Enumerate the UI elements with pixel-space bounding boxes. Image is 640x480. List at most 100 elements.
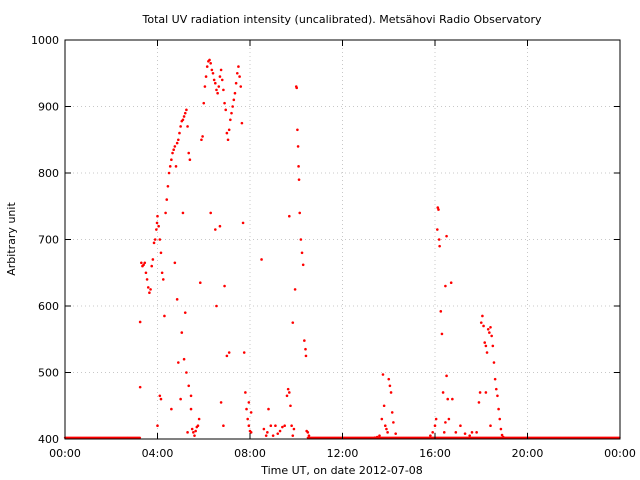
data-point: [500, 433, 504, 437]
plot-frame: [64, 39, 621, 440]
data-point: [198, 281, 202, 285]
y-tick-label: 400: [38, 433, 59, 446]
data-point: [303, 339, 306, 342]
data-point: [245, 407, 248, 411]
data-point: [463, 432, 467, 435]
data-point: [185, 108, 188, 112]
data-point: [145, 278, 149, 281]
data-point: [286, 387, 290, 391]
data-point: [214, 228, 217, 231]
data-point: [307, 434, 311, 437]
data-point: [478, 391, 482, 394]
data-point: [173, 261, 177, 265]
data-point: [433, 424, 437, 428]
data-point: [194, 429, 197, 433]
data-point: [187, 151, 191, 155]
data-point: [155, 221, 159, 225]
data-point: [246, 417, 249, 421]
data-point: [226, 138, 230, 142]
data-point: [219, 401, 223, 404]
data-point: [447, 417, 451, 421]
x-tick-label: 00:00: [604, 447, 636, 460]
data-point: [218, 224, 222, 228]
y-tick-label: 1000: [31, 34, 59, 47]
data-point: [171, 151, 174, 155]
data-point: [438, 244, 441, 248]
data-point: [177, 361, 180, 364]
data-point: [238, 75, 241, 78]
data-point: [164, 211, 167, 215]
data-point: [197, 417, 201, 421]
data-point: [499, 427, 503, 431]
data-point: [297, 178, 301, 181]
data-point: [269, 424, 273, 428]
data-point: [301, 263, 305, 267]
data-point: [249, 411, 253, 414]
data-point: [266, 431, 269, 434]
data-point: [483, 341, 487, 344]
data-point: [165, 198, 169, 201]
data-point: [166, 185, 170, 188]
data-point: [175, 141, 179, 145]
x-tick-label: 08:00: [234, 447, 266, 460]
data-point: [186, 431, 189, 434]
data-point: [180, 331, 184, 334]
data-point: [429, 434, 432, 437]
data-point: [222, 424, 225, 428]
data-point: [271, 434, 275, 437]
data-point: [300, 251, 304, 255]
data-point: [306, 431, 310, 434]
data-point: [475, 431, 478, 434]
y-tick-label: 900: [38, 101, 59, 114]
data-point: [138, 320, 142, 324]
y-tick-label: 600: [38, 300, 59, 313]
data-point: [299, 238, 303, 241]
data-point: [386, 431, 389, 434]
data-point: [498, 417, 502, 421]
data-point: [172, 148, 175, 152]
data-point: [488, 331, 491, 334]
data-point: [189, 394, 193, 398]
data-point: [486, 327, 490, 331]
data-point: [436, 206, 440, 209]
data-point: [437, 238, 441, 241]
data-point: [150, 264, 154, 268]
data-point: [451, 397, 454, 401]
data-point: [231, 105, 234, 108]
data-point: [186, 125, 189, 128]
data-point: [196, 424, 200, 428]
chart-title: Total UV radiation intensity (uncalibrat…: [142, 13, 542, 26]
data-point: [223, 101, 226, 105]
data-point: [289, 404, 292, 408]
data-point: [477, 401, 481, 404]
data-point: [296, 145, 300, 148]
data-point: [155, 228, 158, 231]
data-point: [260, 258, 263, 261]
data-point: [142, 263, 145, 267]
data-point: [209, 61, 212, 65]
x-tick-label: 16:00: [419, 447, 451, 460]
data-point: [209, 211, 212, 215]
data-point: [230, 111, 233, 115]
data-point: [220, 78, 224, 82]
data-point: [227, 351, 231, 354]
data-point: [163, 314, 166, 318]
data-point: [174, 165, 178, 168]
data-point: [490, 334, 493, 338]
data-point: [153, 238, 157, 241]
data-point: [222, 88, 225, 92]
data-point: [293, 288, 297, 291]
data-point: [290, 424, 293, 428]
data-point: [214, 81, 217, 85]
data-point: [481, 314, 484, 318]
data-point: [394, 432, 397, 435]
data-point: [205, 65, 209, 68]
data-point: [383, 424, 387, 428]
data-point: [235, 71, 239, 75]
data-point: [373, 436, 377, 439]
data-point: [211, 71, 215, 75]
data-points: [63, 58, 621, 439]
data-point: [181, 118, 185, 122]
data-point: [375, 435, 379, 439]
